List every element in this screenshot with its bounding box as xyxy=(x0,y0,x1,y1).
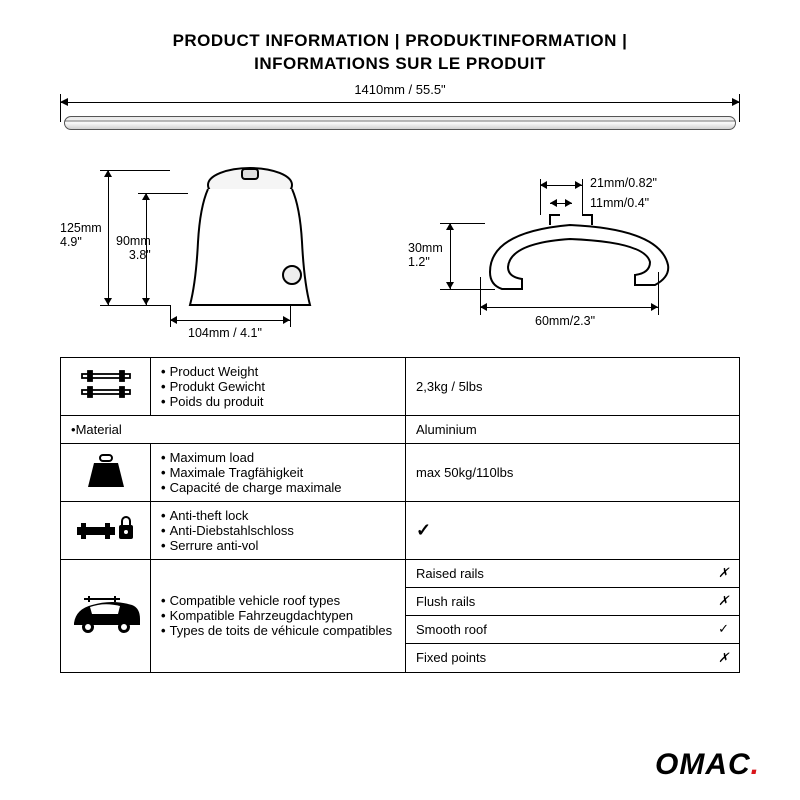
profile-diagram: 21mm/0.82" 11mm/0.4" 30mm 1.2" 60mm/2.3" xyxy=(400,157,740,347)
load-labels: Maximum load Maximale Tragfähigkeit Capa… xyxy=(161,450,395,495)
lock-labels: Anti-theft lock Anti-Diebstahlschloss Se… xyxy=(161,508,395,553)
car-icon xyxy=(61,559,151,672)
load-value: max 50kg/110lbs xyxy=(406,443,740,501)
diagram-row: 125mm 4.9" 90mm 3.8" 104mm / 4.1" 21mm/0… xyxy=(60,157,740,347)
roof-type-values: Raised rails✗ Flush rails✗ Smooth roof✓ … xyxy=(406,559,740,672)
row-lock: Anti-theft lock Anti-Diebstahlschloss Se… xyxy=(61,501,740,559)
page-title: PRODUCT INFORMATION | PRODUKTINFORMATION… xyxy=(60,30,740,76)
profile-height: 30mm 1.2" xyxy=(408,242,443,270)
foot-diagram: 125mm 4.9" 90mm 3.8" 104mm / 4.1" xyxy=(60,157,400,347)
brand-logo: OMAC. xyxy=(655,748,760,782)
weight-labels: Product Weight Produkt Gewicht Poids du … xyxy=(161,364,395,409)
top-dimension-label: 1410mm / 55.5" xyxy=(348,82,451,97)
roof-bar-illustration xyxy=(64,116,736,130)
material-label: Material xyxy=(76,422,122,437)
weight-value: 2,3kg / 5lbs xyxy=(406,357,740,415)
lock-value: ✓ xyxy=(406,501,740,559)
roof-labels: Compatible vehicle roof types Kompatible… xyxy=(161,593,395,638)
profile-slot-gap: 11mm/0.4" xyxy=(590,197,649,211)
foot-svg xyxy=(60,157,400,347)
row-roof-types: Compatible vehicle roof types Kompatible… xyxy=(61,559,740,672)
foot-width: 104mm / 4.1" xyxy=(188,327,262,341)
lock-icon xyxy=(61,501,151,559)
spec-table: Product Weight Produkt Gewicht Poids du … xyxy=(60,357,740,673)
load-icon xyxy=(61,443,151,501)
foot-height-total: 125mm 4.9" xyxy=(60,222,102,250)
row-load: Maximum load Maximale Tragfähigkeit Capa… xyxy=(61,443,740,501)
row-material: •Material Aluminium xyxy=(61,415,740,443)
foot-height-inner: 90mm 3.8" xyxy=(116,235,151,263)
weight-icon xyxy=(61,357,151,415)
material-value: Aluminium xyxy=(406,415,740,443)
title-line-2: INFORMATIONS SUR LE PRODUIT xyxy=(60,53,740,76)
top-bar-dimension: 1410mm / 55.5" xyxy=(60,84,740,139)
row-weight: Product Weight Produkt Gewicht Poids du … xyxy=(61,357,740,415)
title-line-1: PRODUCT INFORMATION | PRODUKTINFORMATION… xyxy=(60,30,740,53)
profile-slot-width: 21mm/0.82" xyxy=(590,177,657,191)
profile-width: 60mm/2.3" xyxy=(535,315,595,329)
